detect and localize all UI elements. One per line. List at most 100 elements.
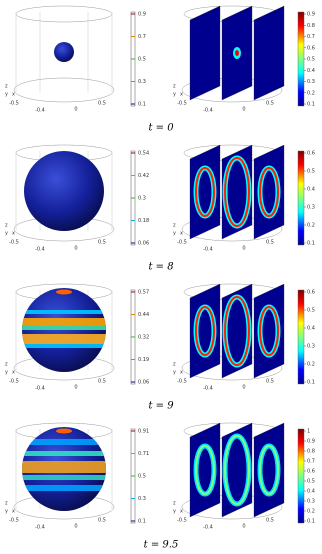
- colorbar-tick-label: 0.3: [307, 205, 315, 211]
- legend-tick-label: 0.91: [138, 429, 149, 435]
- axis-label: 0.5: [98, 101, 106, 107]
- axis-label: 0: [74, 385, 77, 391]
- axis-label: -0.4: [203, 108, 213, 114]
- colorbar-tick-label: 0.2: [307, 223, 315, 229]
- colorbar-tick-label: 0.1: [307, 241, 315, 247]
- spot: [235, 50, 239, 56]
- colorbar-tick-label: 0.5: [307, 169, 315, 175]
- colorbar-tick-label: 0.7: [307, 34, 315, 40]
- sphere-band: [22, 475, 106, 480]
- axis-label: 0: [242, 246, 245, 252]
- colorbar: [297, 289, 305, 385]
- legend-tick-label: 0.1: [138, 102, 146, 108]
- axis-label: 0.5: [266, 379, 274, 385]
- legend-tick-label: 0.3: [138, 196, 146, 202]
- box-bottom: [13, 77, 115, 103]
- triad-label: z: [5, 362, 8, 368]
- ring: [259, 445, 279, 495]
- triad-label: x: [12, 231, 15, 237]
- triad-label: y: [173, 509, 176, 515]
- triad-label: z: [173, 84, 176, 90]
- colorbar-tick-label: 0.6: [307, 151, 315, 157]
- triad-label: y: [5, 231, 8, 237]
- colorbar-tick-label: 0.5: [307, 479, 315, 485]
- triad-label: y: [5, 370, 8, 376]
- caption: t = 9.5: [144, 540, 179, 551]
- legend-tick-label: 0.1: [138, 519, 146, 525]
- colorbar-tick-label: 0.4: [307, 68, 315, 74]
- sphere-band: [22, 326, 106, 330]
- triad-label: y: [173, 92, 176, 98]
- colorbar-tick-label: 0.3: [307, 79, 315, 85]
- axis-label: -0.4: [203, 386, 213, 392]
- triad-label: x: [180, 231, 183, 237]
- triad-label: y: [173, 231, 176, 237]
- triad-label: z: [173, 362, 176, 368]
- axis-label: 0.5: [266, 518, 274, 524]
- colorbar-tick-label: 0.6: [307, 45, 315, 51]
- triad-label: y: [173, 370, 176, 376]
- colorbar-tick-label: 0.1: [307, 102, 315, 108]
- ring: [224, 296, 250, 366]
- colorbar: [297, 11, 305, 107]
- sphere-cap: [56, 428, 72, 434]
- row: -0.5-0.4 00.5zy x0.540.420.30.180.06 -0.5-0…: [5, 144, 315, 273]
- caption: t = 0: [148, 123, 174, 134]
- legend-tick-label: 0.9: [138, 12, 146, 18]
- sphere-band: [22, 318, 106, 326]
- triad-label: x: [12, 509, 15, 515]
- axis-label: -0.5: [177, 518, 187, 524]
- triad-label: x: [12, 92, 15, 98]
- colorbar-tick-label: 0.5: [307, 57, 315, 63]
- slice: [189, 5, 221, 101]
- axis-label: -0.4: [203, 525, 213, 531]
- colorbar-tick-label: 0.1: [307, 519, 315, 525]
- caption: t = 9: [148, 401, 174, 412]
- axis-label: -0.5: [177, 379, 187, 385]
- colorbar-tick-label: 0.9: [307, 12, 315, 18]
- sphere-band: [22, 461, 106, 473]
- axis-label: 0.5: [98, 379, 106, 385]
- axis-label: 0: [74, 524, 77, 530]
- axis-label: -0.4: [35, 525, 45, 531]
- triad-label: z: [173, 223, 176, 229]
- row: -0.5-0.4 00.5zy x0.910.710.50.30.1 -0.5-0.4…: [5, 422, 315, 551]
- colorbar-tick-label: 0.4: [307, 489, 315, 495]
- axis-label: -0.4: [35, 108, 45, 114]
- sphere-band: [22, 310, 106, 314]
- sphere: [54, 42, 74, 62]
- colorbar-tick-label: 0.1: [307, 380, 315, 386]
- legend-tick-label: 0.3: [138, 79, 146, 85]
- colorbar-tick-label: 0.4: [307, 326, 315, 332]
- legend-tick-label: 0.42: [138, 173, 149, 179]
- axis-label: 0.5: [98, 518, 106, 524]
- triad-label: x: [180, 509, 183, 515]
- colorbar-tick-label: 0.8: [307, 23, 315, 29]
- colorbar-tick-label: 0.8: [307, 449, 315, 455]
- legend-tick-label: 0.7: [138, 34, 146, 40]
- sphere-band: [22, 451, 106, 456]
- slice: [253, 422, 285, 518]
- axis-label: 0: [242, 107, 245, 113]
- triad-label: y: [5, 509, 8, 515]
- slice: [253, 283, 285, 379]
- axis-label: 0.5: [266, 101, 274, 107]
- ring: [195, 167, 215, 217]
- legend-tick-label: 0.18: [138, 218, 149, 224]
- triad-label: y: [5, 92, 8, 98]
- colorbar-tick-label: 0.7: [307, 459, 315, 465]
- colorbar: [297, 150, 305, 246]
- colorbar-tick-label: 0.2: [307, 90, 315, 96]
- sphere: [24, 151, 104, 231]
- axis-label: -0.5: [177, 101, 187, 107]
- axis-label: 0: [74, 107, 77, 113]
- axis-label: -0.4: [35, 247, 45, 253]
- colorbar-tick-label: 0.2: [307, 362, 315, 368]
- colorbar-tick-label: 0.6: [307, 290, 315, 296]
- colorbar-tick-label: 0.3: [307, 344, 315, 350]
- ring: [259, 306, 279, 356]
- slice: [189, 283, 221, 379]
- axis-label: 0.5: [98, 240, 106, 246]
- row: -0.5-0.4 00.5zy x0.570.440.320.190.06 -0.5-…: [5, 283, 315, 412]
